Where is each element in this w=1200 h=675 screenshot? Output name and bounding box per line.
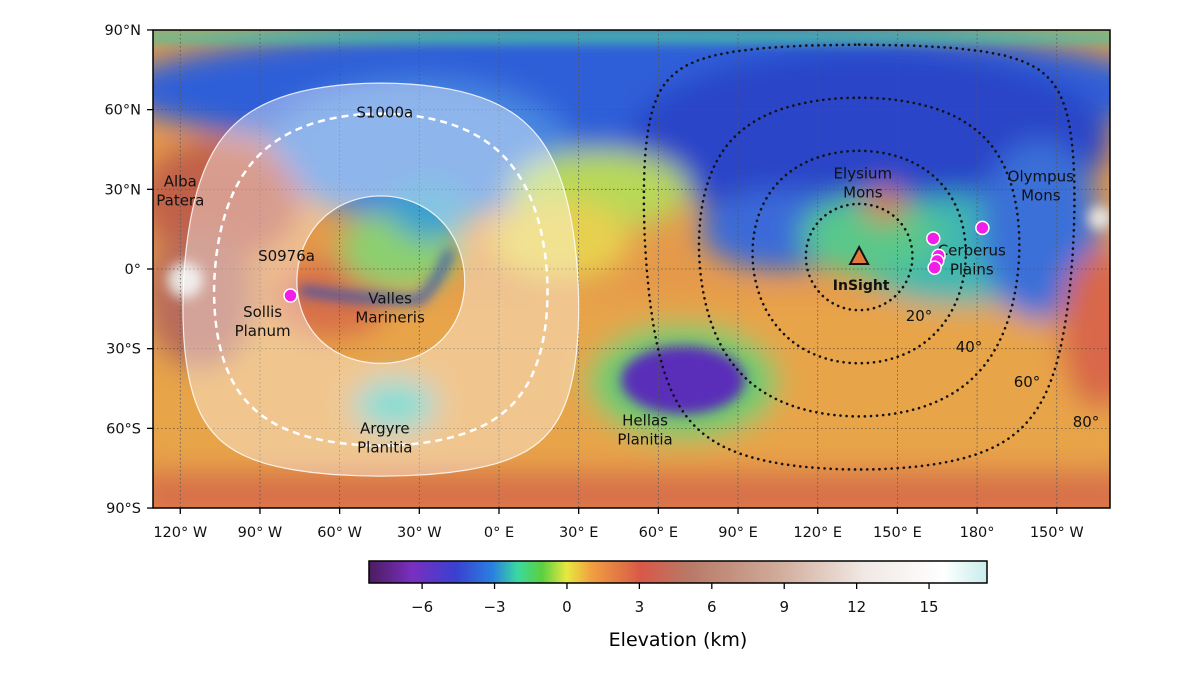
graticule bbox=[153, 30, 1110, 508]
y-tick-label: 90°N bbox=[104, 23, 141, 39]
s1000a-distance-ring bbox=[212, 112, 549, 447]
y-tick-label: 0° bbox=[125, 262, 141, 278]
distance-ring-80 bbox=[642, 43, 1076, 471]
map-markers: InSight bbox=[283, 220, 990, 303]
region-label-line: Planum bbox=[235, 322, 291, 340]
map-labels: 20° 40° 60° 80° Alba Patera Sollis Planum Valles… bbox=[156, 104, 1099, 457]
x-tick-label: 120° W bbox=[153, 525, 207, 541]
y-tick-label: 60°N bbox=[104, 103, 141, 119]
region-label-line: Marineris bbox=[355, 309, 425, 327]
colorbar-tick-label: 15 bbox=[920, 598, 939, 616]
colorbar-tick-label: −6 bbox=[411, 598, 433, 616]
x-tick-label: 0° E bbox=[484, 525, 514, 541]
y-tick-label: 30°N bbox=[104, 182, 141, 198]
x-tick-label: 150° W bbox=[1030, 525, 1084, 541]
x-tick-label: 60° W bbox=[317, 525, 362, 541]
region-label: Argyre Planitia bbox=[357, 420, 412, 457]
s1000a-outer-boundary bbox=[182, 82, 580, 477]
marsquake-dot bbox=[927, 260, 942, 275]
region-label-line: Cerberus bbox=[938, 242, 1006, 260]
colorbar-gradient bbox=[368, 560, 988, 584]
x-tick-label: 30° E bbox=[559, 525, 598, 541]
region-label-line: Elysium bbox=[834, 165, 893, 183]
distance-ring-label: 20° bbox=[906, 307, 933, 325]
region-label: Alba Patera bbox=[156, 173, 204, 210]
colorbar-tick-label: 6 bbox=[707, 598, 717, 616]
s1000a-band bbox=[182, 83, 579, 477]
region-label-line: Sollis bbox=[243, 303, 282, 321]
distance-ring-label: 40° bbox=[956, 338, 983, 356]
region-label-line: Patera bbox=[156, 192, 204, 210]
map-axes: 120° W 90° W 60° W 30° W 0° E 30° E 60° E 90° E… bbox=[104, 23, 1083, 541]
event-label: S1000a bbox=[356, 104, 413, 122]
station-label: InSight bbox=[833, 278, 890, 294]
colorbar-tick-label: 12 bbox=[847, 598, 866, 616]
s1000a-inner-boundary bbox=[296, 195, 466, 364]
region-label: Cerberus Plains bbox=[938, 242, 1006, 279]
region-label-line: Olympus bbox=[1008, 167, 1074, 185]
colorbar-tick-label: 0 bbox=[562, 598, 572, 616]
distance-ring-40 bbox=[751, 149, 968, 365]
y-tick-label: 30°S bbox=[106, 342, 141, 358]
insight-distance-rings bbox=[642, 43, 1076, 471]
region-label: Elysium Mons bbox=[834, 165, 893, 202]
x-tick-label: 120° E bbox=[793, 525, 842, 541]
x-tick-label: 90° W bbox=[238, 525, 283, 541]
region-label-line: Mons bbox=[1021, 186, 1061, 204]
region-label-line: Alba bbox=[164, 173, 197, 191]
region-label-line: Hellas bbox=[622, 412, 668, 430]
s1000a-region bbox=[182, 82, 580, 477]
region-label-line: Valles bbox=[368, 290, 412, 308]
insight-station-icon bbox=[848, 244, 870, 266]
colorbar-tick-label: 9 bbox=[779, 598, 789, 616]
region-label: Sollis Planum bbox=[235, 303, 291, 340]
x-tick-label: 150° E bbox=[873, 525, 922, 541]
y-tick-label: 60°S bbox=[106, 421, 141, 437]
region-label-line: Mons bbox=[843, 184, 883, 202]
distance-ring-label: 60° bbox=[1014, 373, 1041, 391]
region-label-line: Argyre bbox=[360, 420, 410, 438]
x-tick-label: 30° W bbox=[397, 525, 442, 541]
colorbar-tick-label: 3 bbox=[635, 598, 645, 616]
x-tick-label: 60° E bbox=[639, 525, 678, 541]
terrain-layer bbox=[153, 30, 1110, 508]
marsquake-dot bbox=[975, 220, 990, 236]
colorbar-label: Elevation (km) bbox=[609, 629, 748, 651]
marsquake-dot bbox=[926, 231, 941, 246]
region-label: Olympus Mons bbox=[1008, 167, 1074, 204]
marsquake-dot bbox=[283, 288, 298, 303]
x-tick-label: 180° bbox=[960, 525, 995, 541]
region-label-line: Planitia bbox=[617, 431, 672, 449]
event-label: S0976a bbox=[258, 247, 315, 265]
region-label: Valles Marineris bbox=[355, 290, 425, 327]
distance-ring-label: 80° bbox=[1073, 413, 1100, 431]
region-label-line: Plains bbox=[950, 261, 994, 279]
y-tick-label: 90°S bbox=[106, 501, 141, 517]
region-label-line: Planitia bbox=[357, 439, 412, 457]
distance-ring-60 bbox=[697, 96, 1021, 418]
colorbar-ticks: −6 −3 0 3 6 9 12 15 bbox=[411, 583, 939, 616]
x-tick-label: 90° E bbox=[718, 525, 757, 541]
colorbar-tick-label: −3 bbox=[483, 598, 505, 616]
colorbar: −6 −3 0 3 6 9 12 15 Elevation (km) bbox=[368, 560, 988, 651]
region-label: Hellas Planitia bbox=[617, 412, 672, 449]
